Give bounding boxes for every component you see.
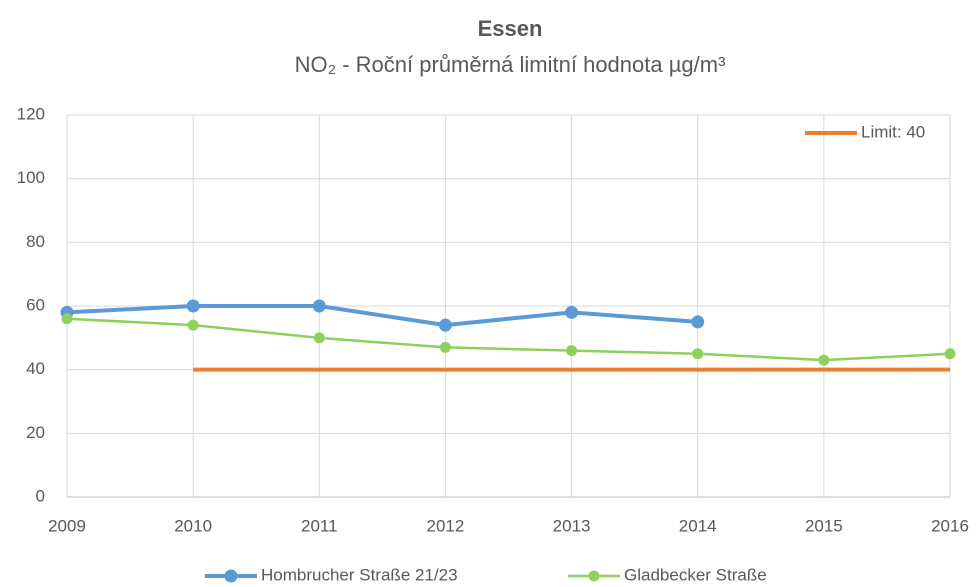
- legend-label: Gladbecker Straße: [624, 565, 767, 584]
- legend-label: Limit: 40: [861, 122, 925, 141]
- point: [692, 348, 704, 360]
- point: [818, 354, 830, 366]
- x-tick-label: 2016: [931, 516, 969, 535]
- legend-marker: [588, 570, 600, 582]
- y-tick-label: 100: [17, 168, 45, 187]
- y-tick-label: 20: [26, 423, 45, 442]
- y-tick-label: 0: [36, 486, 45, 505]
- x-tick-label: 2015: [805, 516, 843, 535]
- legend-label: Hombrucher Straße 21/23: [261, 565, 458, 584]
- x-tick-label: 2010: [174, 516, 212, 535]
- y-tick-label: 120: [17, 104, 45, 123]
- point: [312, 299, 326, 313]
- x-tick-label: 2009: [48, 516, 86, 535]
- point: [566, 345, 578, 357]
- legend-marker: [224, 569, 238, 583]
- point: [187, 319, 199, 331]
- point: [186, 299, 200, 313]
- point: [61, 313, 73, 325]
- point: [313, 332, 325, 344]
- y-tick-label: 80: [26, 232, 45, 251]
- x-tick-label: 2012: [427, 516, 465, 535]
- chart-title: Essen: [478, 16, 543, 41]
- x-tick-label: 2014: [679, 516, 717, 535]
- series-line: [66, 317, 951, 362]
- point: [438, 318, 452, 332]
- point: [944, 348, 956, 360]
- y-tick-label: 60: [26, 295, 45, 314]
- y-tick-label: 40: [26, 359, 45, 378]
- point: [439, 341, 451, 353]
- point: [565, 305, 579, 319]
- x-tick-label: 2011: [301, 516, 338, 535]
- x-tick-label: 2013: [553, 516, 591, 535]
- chart-subtitle: NO₂ - Roční průměrná limitní hodnota µg/…: [295, 52, 726, 77]
- point: [691, 315, 705, 329]
- series-line: [66, 304, 698, 328]
